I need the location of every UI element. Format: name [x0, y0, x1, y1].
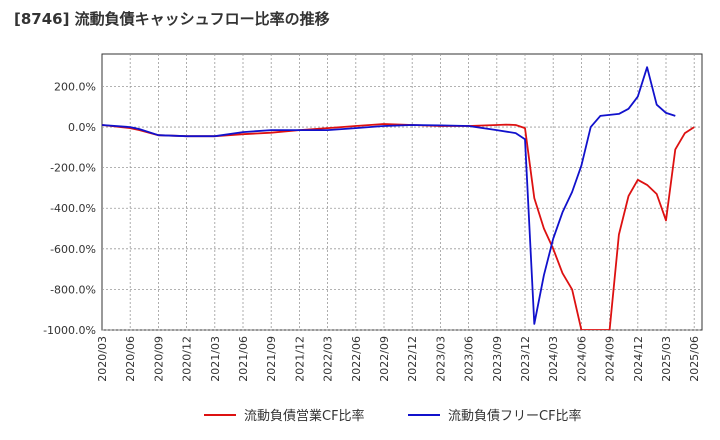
y-tick-label: 0.0% [68, 121, 96, 134]
y-tick-label: -400.0% [50, 202, 96, 215]
x-tick-label: 2020/03 [96, 336, 109, 382]
series-lines [102, 66, 695, 330]
x-tick-label: 2024/09 [604, 336, 617, 382]
chart-title: [8746] 流動負債キャッシュフロー比率の推移 [14, 10, 330, 28]
x-tick-label: 2022/09 [378, 336, 391, 382]
series-line-2 [102, 66, 676, 325]
x-tick-label: 2025/06 [688, 336, 701, 382]
x-tick-label: 2025/03 [660, 336, 673, 382]
plot-area [101, 53, 703, 331]
x-tick-label: 2023/03 [434, 336, 447, 382]
y-axis-labels: 200.0% 0.0% -200.0% -400.0% -600.0% -800.0% -1… [43, 80, 96, 337]
y-tick-label: -200.0% [50, 162, 96, 175]
y-tick-label: 200.0% [54, 80, 96, 93]
x-gridlines [129, 54, 695, 330]
legend-label-2: 流動負債フリーCF比率 [448, 408, 582, 424]
x-tick-label: 2020/06 [124, 336, 137, 382]
legend: 流動負債営業CF比率 流動負債フリーCF比率 [204, 408, 582, 424]
legend-label-1: 流動負債営業CF比率 [244, 408, 365, 424]
x-tick-label: 2021/12 [293, 336, 306, 382]
x-tick-label: 2022/06 [350, 336, 363, 382]
x-tick-label: 2021/09 [265, 336, 278, 382]
y-tick-label: -800.0% [50, 283, 96, 296]
x-tick-label: 2024/12 [632, 336, 645, 382]
x-tick-label: 2023/09 [491, 336, 504, 382]
x-tick-label: 2022/12 [406, 336, 419, 382]
x-tick-label: 2024/06 [575, 336, 588, 382]
x-tick-label: 2021/03 [209, 336, 222, 382]
x-tick-label: 2021/06 [237, 336, 250, 382]
x-tick-label: 2024/03 [547, 336, 560, 382]
y-tick-label: -1000.0% [43, 324, 96, 337]
x-axis-labels: 2020/03 2020/06 2020/09 2020/12 2021/03 2021/… [96, 336, 701, 382]
x-tick-label: 2023/12 [519, 336, 532, 382]
y-tick-label: -600.0% [50, 243, 96, 256]
x-tick-label: 2020/12 [181, 336, 194, 382]
x-tick-label: 2022/03 [322, 336, 335, 382]
x-tick-label: 2023/06 [463, 336, 476, 382]
x-tick-label: 2020/09 [152, 336, 165, 382]
